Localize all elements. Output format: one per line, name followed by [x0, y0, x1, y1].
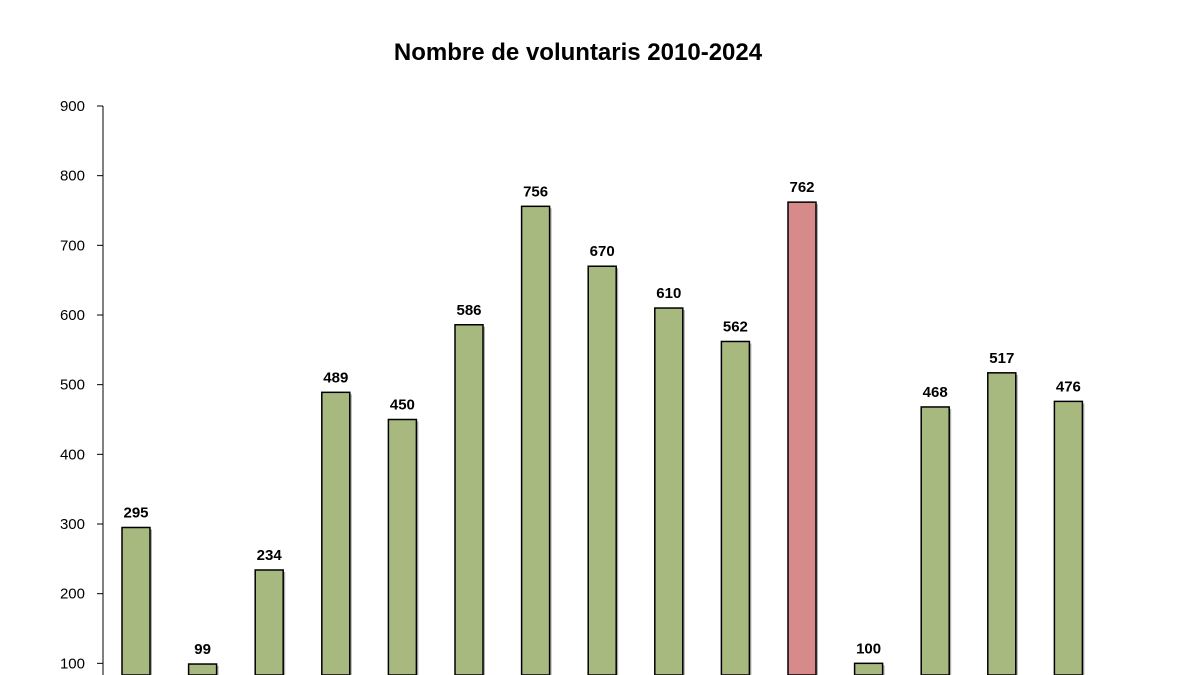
- data-label: 586: [456, 302, 481, 319]
- data-label: 99: [194, 641, 211, 658]
- data-label: 517: [989, 350, 1014, 367]
- y-tick-label: 800: [60, 168, 85, 185]
- data-label: 450: [390, 397, 415, 414]
- y-tick-label: 400: [60, 446, 85, 463]
- bar: [1053, 400, 1084, 675]
- data-label: 234: [257, 547, 283, 564]
- data-label: 295: [123, 504, 148, 521]
- bar: [520, 205, 551, 675]
- bar: [920, 406, 950, 675]
- bar: [787, 201, 817, 675]
- bar: [387, 418, 418, 675]
- data-label: 489: [323, 369, 348, 386]
- y-tick-label: 100: [60, 655, 85, 672]
- bar: [121, 526, 151, 675]
- bar: [454, 324, 484, 675]
- data-label: 476: [1056, 378, 1081, 395]
- y-tick-label: 300: [60, 516, 85, 533]
- data-label: 756: [523, 183, 548, 200]
- bar: [254, 569, 284, 675]
- data-label: 762: [789, 179, 814, 196]
- data-label: 468: [923, 384, 948, 401]
- bar: [987, 372, 1017, 675]
- bar: [321, 391, 351, 675]
- bars: 295 99 234 489 450 586 756 670 610 562 762 100 468 51…: [121, 179, 1085, 675]
- chart-title: Nombre de voluntaris 2010-2024: [394, 39, 763, 66]
- y-tick-label: 600: [60, 307, 85, 324]
- bar: [853, 662, 884, 675]
- y-tick-label: 200: [60, 586, 85, 603]
- data-label: 670: [590, 243, 615, 260]
- bar: [587, 265, 617, 675]
- bar: [720, 340, 751, 675]
- bar: [187, 663, 218, 675]
- data-label: 562: [723, 318, 748, 335]
- data-label: 610: [656, 285, 681, 302]
- y-tick-label: 900: [60, 98, 85, 115]
- y-tick-label: 700: [60, 237, 85, 254]
- data-label: 100: [856, 640, 881, 657]
- y-axis: 100 200 300 400 500 600 700 800 900: [60, 98, 104, 675]
- bar: [654, 307, 684, 675]
- y-tick-label: 500: [60, 377, 85, 394]
